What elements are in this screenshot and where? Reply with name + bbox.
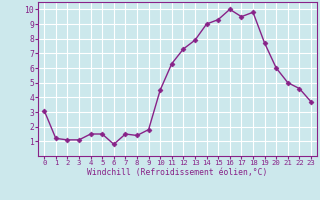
X-axis label: Windchill (Refroidissement éolien,°C): Windchill (Refroidissement éolien,°C)	[87, 168, 268, 177]
